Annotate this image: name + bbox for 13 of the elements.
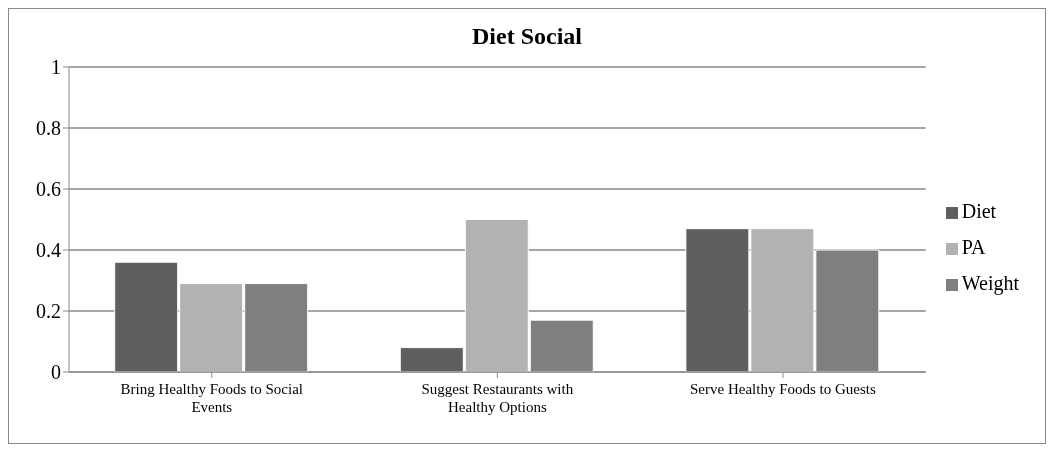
y-tick-label: 0.8 — [36, 117, 61, 140]
x-tick-label: Suggest Restaurants with Healthy Options — [421, 381, 574, 415]
legend-label: Weight — [961, 272, 1019, 294]
chart-title: Diet Social — [471, 23, 583, 51]
y-tick-label: 0.2 — [36, 300, 61, 323]
y-tick-label: 0.6 — [36, 178, 61, 201]
x-tick-label: Bring Healthy Foods to Social Events — [120, 381, 304, 415]
x-tick-label: Serve Healthy Foods to Guests — [690, 381, 877, 397]
legend-label: PA — [961, 236, 986, 258]
legend-label: Diet — [961, 200, 997, 222]
y-tick-label: 1 — [51, 56, 61, 79]
y-tick-label: 0 — [51, 361, 61, 384]
y-tick-label: 0.4 — [36, 239, 61, 262]
